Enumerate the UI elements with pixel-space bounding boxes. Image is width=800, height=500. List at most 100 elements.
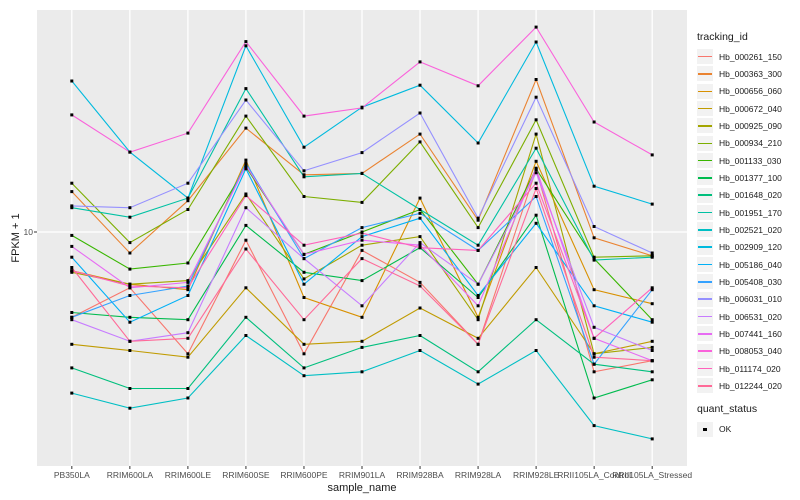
x-tick-label: RRIM600PE	[280, 470, 328, 480]
data-point	[476, 141, 480, 145]
data-point	[302, 169, 306, 173]
data-point	[302, 342, 306, 346]
legend-key-swatch	[697, 101, 713, 117]
series-color-line-icon	[698, 107, 712, 110]
data-point	[302, 243, 306, 247]
data-point	[360, 370, 364, 374]
series-color-line-icon	[698, 55, 712, 58]
legend-key-swatch	[697, 309, 713, 325]
data-point	[70, 244, 74, 248]
data-point	[534, 146, 538, 150]
series-color-line-icon	[698, 367, 712, 370]
legend-item-label: Hb_000261_150	[719, 51, 782, 62]
legend-item-label: Hb_008053_040	[719, 346, 782, 357]
legend-item-Hb_001133_030: Hb_001133_030	[697, 152, 782, 169]
data-point	[418, 349, 422, 352]
series-color-line-icon	[698, 263, 712, 266]
legend-item-label: Hb_006531_020	[719, 311, 782, 322]
legend-key-swatch	[697, 205, 713, 221]
data-point	[476, 382, 480, 386]
data-point	[476, 248, 480, 252]
data-point	[650, 320, 654, 324]
data-point	[70, 315, 74, 319]
data-point	[128, 320, 132, 324]
data-point	[592, 352, 596, 356]
legend-key-swatch	[697, 187, 713, 203]
x-tick-label: RRIM600LE	[164, 470, 212, 480]
data-point	[70, 266, 74, 269]
data-point	[592, 184, 596, 188]
legend-item-label: Hb_001133_030	[719, 155, 782, 166]
data-point	[476, 84, 480, 88]
data-point	[128, 215, 132, 219]
legend-item-Hb_002521_020: Hb_002521_020	[697, 221, 782, 238]
data-point	[244, 315, 248, 319]
data-point	[128, 150, 132, 154]
data-point	[128, 315, 132, 319]
data-point	[534, 221, 538, 225]
data-point	[360, 243, 364, 247]
data-point	[534, 266, 538, 269]
data-point	[360, 106, 364, 110]
legend-key-swatch	[697, 326, 713, 342]
legend-item-quant-ok: OK	[697, 421, 731, 438]
data-point	[128, 241, 132, 245]
data-point	[128, 206, 132, 210]
legend-item-label: Hb_000363_300	[719, 68, 782, 79]
data-point	[186, 352, 190, 356]
data-point	[302, 175, 306, 179]
data-point	[186, 387, 190, 390]
data-point	[476, 370, 480, 374]
legend-item-Hb_000672_040: Hb_000672_040	[697, 100, 782, 117]
legend-title-tracking-id: tracking_id	[697, 31, 748, 43]
legend-item-label: Hb_005186_040	[719, 259, 782, 270]
data-point	[360, 238, 364, 242]
data-point	[592, 336, 596, 340]
data-point	[302, 352, 306, 356]
data-point	[418, 280, 422, 284]
data-point	[534, 187, 538, 190]
series-color-line-icon	[698, 90, 712, 93]
series-color-line-icon	[698, 246, 712, 249]
data-point	[360, 304, 364, 308]
legend-item-label: Hb_005408_030	[719, 276, 782, 287]
x-tick-label: RRIM928BA	[396, 470, 444, 480]
x-tick-label: RRIM928LE	[512, 470, 560, 480]
data-point	[186, 131, 190, 135]
data-point	[360, 315, 364, 319]
data-point	[244, 334, 248, 337]
x-tick-label: RRIM901LA	[338, 470, 386, 480]
legend-item-label: Hb_006031_010	[719, 294, 782, 305]
data-point	[476, 315, 480, 319]
data-point	[70, 79, 74, 83]
legend-item-label: Hb_011174_020	[719, 363, 781, 374]
legend-item-Hb_008053_040: Hb_008053_040	[697, 343, 782, 360]
x-tick-label: RRII105LA_Stressed	[612, 470, 693, 480]
legend-item-label: Hb_000656_060	[719, 86, 782, 97]
data-point	[360, 339, 364, 343]
data-point	[534, 25, 538, 29]
data-point	[70, 342, 74, 346]
x-tick-label: RRII105LA_Control	[557, 470, 631, 480]
data-point	[244, 87, 248, 91]
data-point	[650, 202, 654, 206]
data-point	[302, 282, 306, 286]
legend-item-label: Hb_000934_210	[719, 138, 782, 149]
data-point	[650, 370, 654, 374]
series-color-line-icon	[698, 125, 712, 127]
data-point	[302, 195, 306, 198]
data-point	[534, 318, 538, 322]
data-point	[186, 196, 190, 200]
data-point	[476, 243, 480, 247]
data-point	[360, 257, 364, 261]
series-color-line-icon	[698, 333, 712, 335]
data-point	[476, 294, 480, 297]
legend-key-swatch	[697, 378, 713, 394]
data-point	[244, 164, 248, 168]
legend-item-Hb_007441_160: Hb_007441_160	[697, 325, 782, 342]
data-point	[592, 304, 596, 308]
data-point	[418, 60, 422, 64]
data-point	[360, 235, 364, 239]
data-point	[302, 145, 306, 149]
